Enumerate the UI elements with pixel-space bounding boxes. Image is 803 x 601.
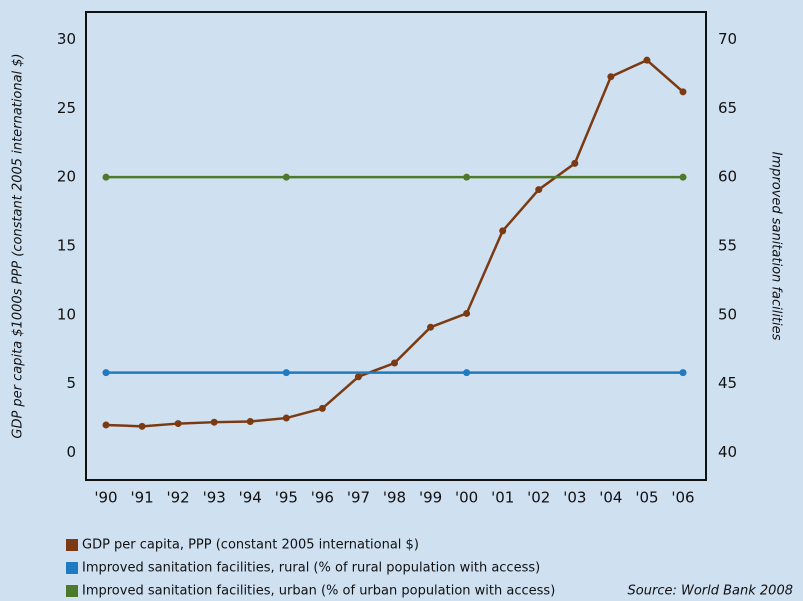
- y-tick-label: 20: [57, 168, 76, 186]
- point: [282, 369, 290, 377]
- x-tick-label: '06: [671, 489, 694, 507]
- point: [463, 309, 471, 317]
- point: [427, 323, 435, 331]
- point: [607, 73, 615, 81]
- point: [391, 359, 398, 367]
- x-tick-label: '04: [599, 489, 622, 507]
- point: [463, 173, 471, 181]
- plot-frame: [85, 11, 707, 481]
- point: [679, 369, 687, 377]
- point: [643, 56, 651, 64]
- legend-swatch: [66, 539, 78, 551]
- y2-tick-label: 55: [718, 237, 737, 255]
- point: [282, 173, 290, 181]
- legend-swatch: [66, 562, 78, 574]
- y-tick-label: 25: [57, 99, 76, 117]
- legend-swatch: [66, 585, 78, 597]
- x-tick-label: '92: [167, 489, 190, 507]
- point: [679, 173, 687, 181]
- point: [535, 186, 543, 194]
- y2-tick-label: 50: [718, 305, 737, 323]
- y2-tick-label: 40: [718, 443, 737, 461]
- point: [138, 422, 146, 430]
- y-tick-label: 0: [66, 443, 76, 461]
- source: Source: World Bank 2008: [628, 584, 793, 599]
- point: [499, 227, 507, 235]
- y2-tick-label: 45: [718, 374, 737, 392]
- y-axis-title: GDP per capita $1000s PPP (constant 2005…: [11, 53, 26, 438]
- x-tick-label: '99: [419, 489, 442, 507]
- y-tick-label: 10: [57, 305, 76, 323]
- x-tick-label: '96: [311, 489, 334, 507]
- point: [174, 420, 182, 428]
- point: [354, 373, 362, 381]
- point: [210, 418, 218, 426]
- point: [679, 88, 687, 96]
- x-tick-label: '02: [527, 489, 550, 507]
- x-tick-label: '01: [491, 489, 514, 507]
- point: [282, 414, 290, 422]
- x-tick-label: '91: [130, 489, 153, 507]
- point: [102, 421, 110, 429]
- y-tick-label: 15: [57, 237, 76, 255]
- x-tick-label: '94: [239, 489, 262, 507]
- x-tick-label: '00: [455, 489, 478, 507]
- x-tick-label: '05: [635, 489, 658, 507]
- legend-label: Improved sanitation facilities, urban (%…: [82, 584, 555, 599]
- point: [318, 404, 326, 412]
- legend-label: GDP per capita, PPP (constant 2005 inter…: [82, 538, 419, 553]
- x-tick-label: '03: [563, 489, 586, 507]
- y2-tick-label: 65: [718, 99, 737, 117]
- y2-tick-label: 60: [718, 168, 737, 186]
- point: [102, 369, 110, 377]
- x-tick-label: '98: [383, 489, 406, 507]
- y-tick-label: 5: [66, 374, 76, 392]
- x-tick-label: '93: [203, 489, 226, 507]
- point: [246, 418, 254, 425]
- y2-tick-label: 70: [718, 30, 737, 48]
- legend-label: Improved sanitation facilities, rural (%…: [82, 561, 540, 576]
- y2-axis-title: Improved sanitation facilities: [769, 152, 784, 341]
- point: [463, 369, 471, 377]
- y-tick-label: 30: [57, 30, 76, 48]
- point: [571, 159, 579, 167]
- x-tick-label: '95: [275, 489, 298, 507]
- point: [102, 173, 110, 181]
- x-tick-label: '90: [94, 489, 117, 507]
- x-tick-label: '97: [347, 489, 370, 507]
